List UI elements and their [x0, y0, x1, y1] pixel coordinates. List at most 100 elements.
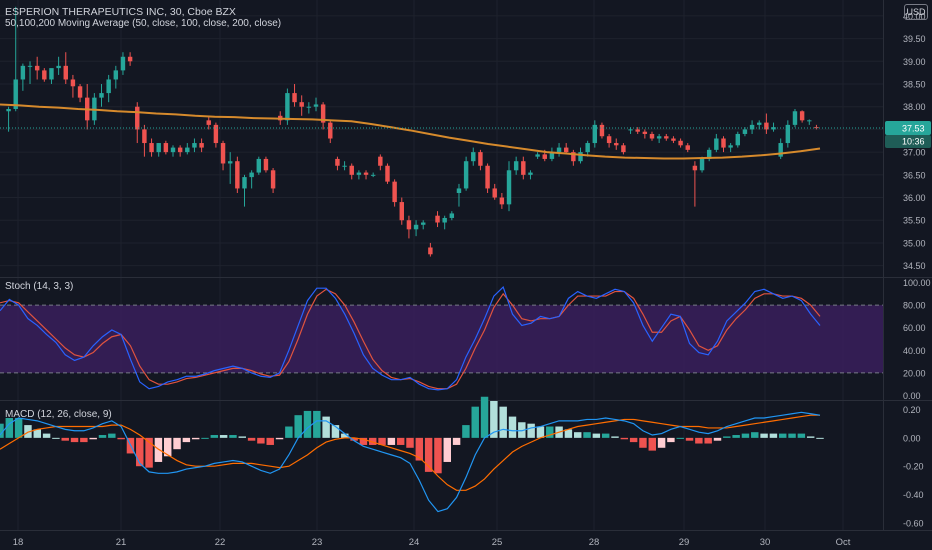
candle-body — [227, 161, 233, 164]
macd-histogram-bar — [704, 437, 712, 444]
time-tick-label: Oct — [836, 537, 851, 548]
macd-histogram-bar — [285, 426, 293, 438]
time-tick-label: 23 — [312, 537, 323, 548]
candle-body — [592, 124, 598, 144]
macd-histogram-bar — [70, 437, 79, 443]
macd-indicator-label[interactable]: MACD (12, 26, close, 9) — [5, 409, 112, 420]
macd-histogram-bar — [257, 437, 265, 444]
candle-body — [635, 129, 640, 132]
macd-histogram-bar — [61, 437, 69, 441]
macd-histogram-bar — [574, 432, 582, 438]
macd-histogram-bar — [0, 423, 4, 438]
time-tick-label: 18 — [13, 537, 24, 548]
macd-histogram-bar — [5, 418, 14, 438]
price-tick-label: 39.00 — [903, 57, 926, 67]
macd-tick-label: -0.60 — [903, 518, 924, 528]
macd-histogram-bar — [695, 437, 703, 444]
macd-histogram-bar — [80, 437, 88, 443]
candle-body — [263, 158, 269, 171]
stoch-tick-label: 100.00 — [903, 278, 931, 288]
candle-body — [528, 172, 533, 175]
candle-body — [49, 68, 54, 80]
candle-body — [685, 145, 690, 150]
macd-histogram-bar — [341, 433, 349, 438]
macd-signal-line — [0, 414, 820, 491]
stoch-band — [0, 305, 883, 373]
stoch-indicator-label[interactable]: Stoch (14, 3, 3) — [5, 281, 74, 292]
macd-histogram-bar — [620, 437, 629, 440]
macd-histogram-bar — [331, 425, 340, 438]
candle-body — [757, 122, 762, 125]
macd-histogram-bar — [154, 437, 163, 462]
time-tick-label: 21 — [116, 537, 127, 548]
macd-histogram-bar — [536, 426, 545, 438]
candle-body — [249, 172, 254, 178]
ma-indicator-label[interactable]: 50,100,200 Moving Average (50, close, 10… — [5, 18, 282, 29]
countdown-value: 10:36 — [902, 137, 925, 147]
macd-histogram-bar — [42, 433, 51, 438]
time-tick-label: 28 — [589, 537, 600, 548]
macd-histogram-bar — [592, 433, 601, 438]
macd-tick-label: -0.40 — [903, 490, 924, 500]
candle-body — [749, 124, 755, 130]
candle-body — [728, 145, 733, 148]
macd-histogram-bar — [443, 437, 451, 462]
macd-histogram-bar — [219, 435, 228, 438]
macd-histogram-bar — [359, 437, 368, 445]
macd-histogram-bar — [275, 437, 284, 440]
candle-body — [313, 104, 319, 107]
candle-body — [285, 93, 290, 121]
stoch-tick-label: 40.00 — [903, 346, 926, 356]
candle-body — [170, 147, 176, 153]
candle-body — [442, 217, 447, 223]
macd-histogram-bar — [806, 436, 815, 438]
candle-body — [163, 143, 169, 153]
candle-body — [34, 65, 40, 71]
macd-histogram-bar — [499, 406, 507, 438]
candle-body — [585, 143, 590, 153]
candle-body — [556, 147, 562, 153]
time-tick-label: 25 — [492, 537, 503, 548]
macd-histogram-bar — [210, 435, 219, 438]
macd-tick-label: 0.00 — [903, 433, 921, 443]
candle-body — [642, 131, 648, 134]
candle-body — [478, 152, 483, 166]
candle-body — [699, 158, 705, 171]
macd-line — [0, 411, 821, 513]
macd-histogram-bar — [741, 433, 750, 438]
candle-body — [578, 152, 583, 162]
candle-body — [99, 93, 104, 98]
candle-body — [270, 170, 276, 189]
candle-body — [135, 106, 140, 130]
candle-body — [328, 122, 333, 139]
stoch-tick-label: 80.00 — [903, 301, 926, 311]
macd-histogram-bar — [639, 437, 647, 448]
macd-histogram-bar — [527, 423, 535, 438]
candle-body — [106, 79, 111, 94]
candle-body — [413, 224, 419, 230]
candle-body — [256, 158, 262, 173]
stoch-tick-label: 20.00 — [903, 368, 926, 378]
macd-histogram-bar — [629, 437, 638, 443]
candle-body — [499, 197, 505, 205]
candle-body — [220, 143, 226, 164]
candle-body — [428, 247, 433, 255]
price-tick-label: 35.50 — [903, 216, 926, 226]
macd-histogram-bar — [98, 435, 107, 438]
price-tick-label: 40.00 — [903, 11, 926, 21]
time-tick-label: 22 — [215, 537, 226, 548]
time-tick-label: 24 — [409, 537, 420, 548]
candle-body — [485, 165, 490, 189]
macd-histogram-bar — [760, 433, 768, 438]
candle-body — [435, 215, 440, 223]
macd-histogram-bar — [136, 437, 144, 467]
candle-body — [356, 172, 362, 175]
macd-histogram-bar — [564, 429, 573, 438]
candle-body — [392, 181, 397, 203]
macd-histogram-bar — [667, 437, 675, 443]
candle-body — [206, 120, 211, 125]
currency-badge[interactable]: USD — [904, 4, 928, 20]
price-tick-label: 36.50 — [903, 170, 926, 180]
